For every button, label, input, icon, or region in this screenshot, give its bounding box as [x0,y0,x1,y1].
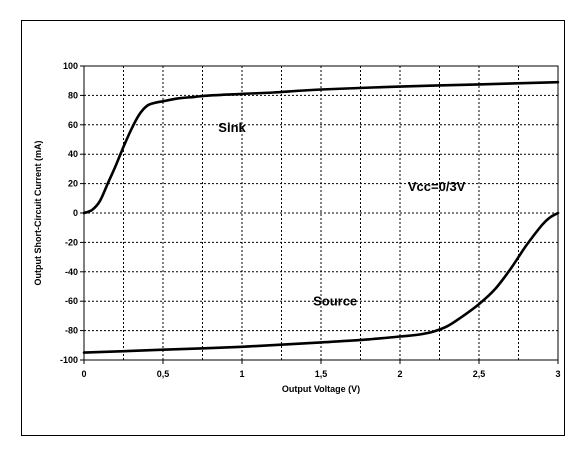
grid-layer [84,66,558,360]
x-tick-label: 2 [397,369,402,379]
annotation-source: Source [313,294,357,309]
y-tick-label: 0 [73,208,78,218]
series-line-sink [82,80,560,215]
x-axis-label: Output Voltage (V) [282,384,360,394]
y-tick-label: -20 [65,237,78,247]
x-tick-label: 1,5 [315,369,328,379]
annotation-sink: Sink [218,120,246,135]
series-line-source [82,211,560,354]
y-tick-label: 100 [63,61,78,71]
y-tick-label: 20 [68,179,78,189]
x-tick-label: 3 [555,369,560,379]
y-tick-label: -80 [65,326,78,336]
y-tick-label: 40 [68,149,78,159]
y-tick-label: 60 [68,120,78,130]
x-tick-label: 2,5 [473,369,486,379]
x-tick-label: 0,5 [157,369,170,379]
y-axis-label: Output Short-Circuit Current (mA) [33,141,43,286]
y-tick-label: 80 [68,90,78,100]
y-tick-label: -100 [60,355,78,365]
y-tick-label: -60 [65,296,78,306]
annotation-layer: Sink Vcc=0/3V Source [218,120,465,308]
tick-layer: -100 -80 -60 -40 -20 0 20 40 60 80 100 0 0,5 1 1,5 2 2,5… [60,61,561,379]
annotation-vcc-0-3v: Vcc=0/3V [408,179,466,194]
y-tick-label: -40 [65,267,78,277]
x-tick-label: 0 [81,369,86,379]
figure-frame [21,20,565,436]
x-tick-label: 1 [239,369,244,379]
series-layer [82,80,560,354]
